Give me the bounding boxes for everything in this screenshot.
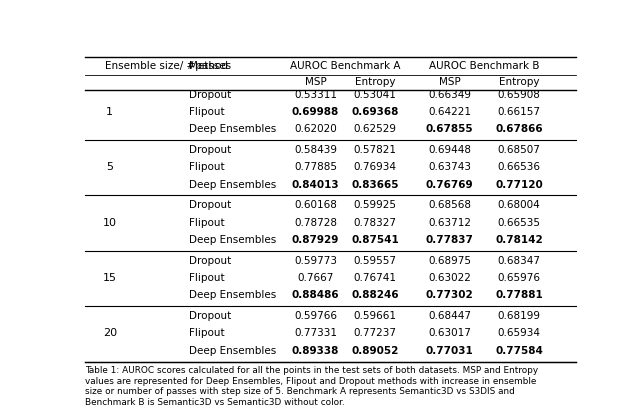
Text: 0.59925: 0.59925 xyxy=(354,200,397,210)
Text: 0.77885: 0.77885 xyxy=(294,162,337,172)
Text: 0.68507: 0.68507 xyxy=(497,145,540,155)
Text: Deep Ensembles: Deep Ensembles xyxy=(189,235,276,245)
Text: 0.77302: 0.77302 xyxy=(426,291,474,301)
Text: 0.68347: 0.68347 xyxy=(497,256,540,266)
Text: 0.59766: 0.59766 xyxy=(294,311,337,321)
Text: 0.63022: 0.63022 xyxy=(428,273,471,283)
Text: 0.59773: 0.59773 xyxy=(294,256,337,266)
Text: 0.77881: 0.77881 xyxy=(495,291,543,301)
Text: Method: Method xyxy=(189,61,228,71)
Text: 0.68004: 0.68004 xyxy=(497,200,540,210)
Text: AUROC Benchmark A: AUROC Benchmark A xyxy=(290,61,401,71)
Text: 0.66535: 0.66535 xyxy=(497,218,540,228)
Text: 0.77331: 0.77331 xyxy=(294,329,337,339)
Text: 0.77584: 0.77584 xyxy=(495,346,543,356)
Text: 0.77120: 0.77120 xyxy=(495,180,543,190)
Text: 0.68568: 0.68568 xyxy=(428,200,471,210)
Text: 0.77237: 0.77237 xyxy=(354,329,397,339)
Text: 0.68199: 0.68199 xyxy=(497,311,540,321)
Text: 0.89338: 0.89338 xyxy=(292,346,339,356)
Text: AUROC Benchmark B: AUROC Benchmark B xyxy=(429,61,540,71)
Text: 0.65934: 0.65934 xyxy=(497,329,540,339)
Text: 0.78728: 0.78728 xyxy=(294,218,337,228)
Text: 0.62020: 0.62020 xyxy=(294,124,337,134)
Text: 0.62529: 0.62529 xyxy=(354,124,397,134)
Text: 0.59557: 0.59557 xyxy=(354,256,397,266)
Text: 0.69448: 0.69448 xyxy=(428,145,471,155)
Text: 5: 5 xyxy=(106,162,113,172)
Text: Deep Ensembles: Deep Ensembles xyxy=(189,291,276,301)
Text: 0.53041: 0.53041 xyxy=(354,89,397,99)
Text: Dropout: Dropout xyxy=(189,256,232,266)
Text: MSP: MSP xyxy=(305,77,326,87)
Text: Dropout: Dropout xyxy=(189,89,232,99)
Text: 0.84013: 0.84013 xyxy=(292,180,339,190)
Text: 0.57821: 0.57821 xyxy=(354,145,397,155)
Text: 0.7667: 0.7667 xyxy=(298,273,334,283)
Text: Deep Ensembles: Deep Ensembles xyxy=(189,124,276,134)
Text: 0.87541: 0.87541 xyxy=(351,235,399,245)
Text: 0.63017: 0.63017 xyxy=(428,329,471,339)
Text: 0.78142: 0.78142 xyxy=(495,235,543,245)
Text: 0.68975: 0.68975 xyxy=(428,256,471,266)
Text: 0.65908: 0.65908 xyxy=(497,89,540,99)
Text: Flipout: Flipout xyxy=(189,329,225,339)
Text: Ensemble size/ #passes: Ensemble size/ #passes xyxy=(105,61,231,71)
Text: Table 1: AUROC scores calculated for all the points in the test sets of both dat: Table 1: AUROC scores calculated for all… xyxy=(85,367,538,407)
Text: Flipout: Flipout xyxy=(189,107,225,117)
Text: 0.63743: 0.63743 xyxy=(428,162,471,172)
Text: 0.69368: 0.69368 xyxy=(351,107,399,117)
Text: 0.77837: 0.77837 xyxy=(426,235,474,245)
Text: Entropy: Entropy xyxy=(499,77,540,87)
Text: 0.76934: 0.76934 xyxy=(354,162,397,172)
Text: 0.89052: 0.89052 xyxy=(351,346,399,356)
Text: 0.67855: 0.67855 xyxy=(426,124,474,134)
Text: 0.66157: 0.66157 xyxy=(497,107,540,117)
Text: 0.68447: 0.68447 xyxy=(428,311,471,321)
Text: Dropout: Dropout xyxy=(189,200,232,210)
Text: 0.83665: 0.83665 xyxy=(351,180,399,190)
Text: 0.76741: 0.76741 xyxy=(354,273,397,283)
Text: 20: 20 xyxy=(102,329,117,339)
Text: Deep Ensembles: Deep Ensembles xyxy=(189,180,276,190)
Text: Dropout: Dropout xyxy=(189,311,232,321)
Text: 0.67866: 0.67866 xyxy=(495,124,543,134)
Text: 0.88246: 0.88246 xyxy=(351,291,399,301)
Text: 0.59661: 0.59661 xyxy=(354,311,397,321)
Text: 0.69988: 0.69988 xyxy=(292,107,339,117)
Text: 0.53311: 0.53311 xyxy=(294,89,337,99)
Text: 0.66536: 0.66536 xyxy=(497,162,540,172)
Text: Flipout: Flipout xyxy=(189,162,225,172)
Text: 10: 10 xyxy=(103,218,116,228)
Text: 0.64221: 0.64221 xyxy=(428,107,471,117)
Text: Dropout: Dropout xyxy=(189,145,232,155)
Text: 0.76769: 0.76769 xyxy=(426,180,474,190)
Text: Flipout: Flipout xyxy=(189,273,225,283)
Text: 0.65976: 0.65976 xyxy=(497,273,540,283)
Text: 0.77031: 0.77031 xyxy=(426,346,474,356)
Text: Entropy: Entropy xyxy=(355,77,396,87)
Text: Flipout: Flipout xyxy=(189,218,225,228)
Text: 1: 1 xyxy=(106,107,113,117)
Text: 0.60168: 0.60168 xyxy=(294,200,337,210)
Text: 15: 15 xyxy=(103,273,116,283)
Text: 0.78327: 0.78327 xyxy=(354,218,397,228)
Text: 0.63712: 0.63712 xyxy=(428,218,471,228)
Text: 0.66349: 0.66349 xyxy=(428,89,471,99)
Text: 0.58439: 0.58439 xyxy=(294,145,337,155)
Text: Deep Ensembles: Deep Ensembles xyxy=(189,346,276,356)
Text: MSP: MSP xyxy=(438,77,460,87)
Text: 0.87929: 0.87929 xyxy=(292,235,339,245)
Text: 0.88486: 0.88486 xyxy=(292,291,339,301)
